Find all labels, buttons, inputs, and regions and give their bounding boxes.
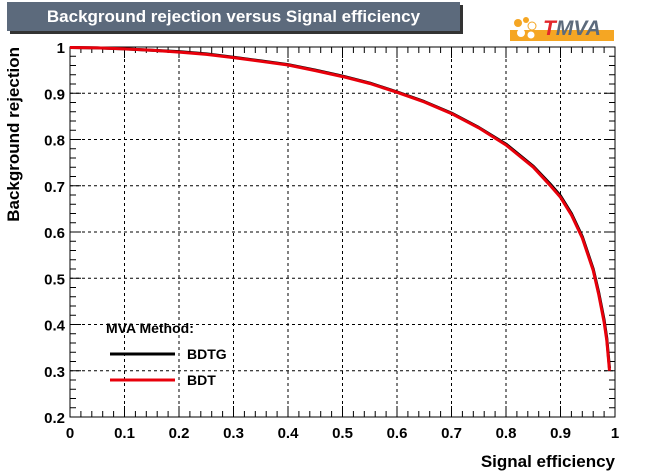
y-tick-label: 0.6	[44, 225, 65, 242]
tmva-logo: TMVA	[510, 13, 614, 41]
x-tick-label: 1	[611, 425, 619, 442]
y-axis-title: Background rejection	[4, 47, 23, 222]
y-tick-label: 0.2	[44, 410, 65, 427]
y-tick-label: 1	[57, 40, 65, 57]
y-tick-label: 0.4	[44, 318, 66, 335]
x-tick-label: 0.4	[278, 425, 300, 442]
x-tick-label: 0.9	[550, 425, 571, 442]
x-tick-labels: 0 0.1 0.2 0.3 0.4 0.5 0.6 0.7 0.8 0.9 1	[66, 425, 619, 442]
title-box: Background rejection versus Signal effic…	[7, 2, 460, 31]
y-tick-labels: 0.2 0.3 0.4 0.5 0.6 0.7 0.8 0.9 1	[44, 40, 66, 427]
series-layer	[69, 46, 611, 371]
y-tick-label: 0.8	[44, 133, 65, 150]
x-tick-label: 0	[66, 425, 74, 442]
grid-layer	[70, 47, 615, 417]
logo-prefix: T	[543, 17, 556, 40]
legend-title: MVA Method:	[106, 320, 194, 336]
logo-text: TMVA	[543, 17, 601, 41]
legend-label-bdtg: BDTG	[187, 346, 227, 362]
y-tick-label: 0.9	[44, 86, 65, 103]
x-tick-label: 0.6	[387, 425, 408, 442]
ticks-layer	[69, 46, 616, 418]
y-tick-label: 0.3	[44, 364, 65, 381]
series-line-bdt	[69, 46, 611, 371]
chart-title: Background rejection versus Signal effic…	[46, 7, 421, 26]
x-tick-label: 0.1	[114, 425, 135, 442]
y-tick-label: 0.7	[44, 179, 65, 196]
logo-suffix: MVA	[555, 17, 601, 40]
legend-label-bdt: BDT	[187, 372, 216, 388]
x-tick-label: 0.8	[496, 425, 517, 442]
logo-bar	[510, 30, 614, 41]
logo-dots-icon	[514, 17, 537, 39]
x-tick-label: 0.3	[223, 425, 244, 442]
x-tick-label: 0.2	[169, 425, 190, 442]
x-axis-title: Signal efficiency	[481, 452, 616, 471]
y-tick-label: 0.5	[44, 271, 65, 288]
x-tick-label: 0.5	[332, 425, 353, 442]
legend: MVA Method: BDTG BDT	[106, 320, 227, 388]
x-tick-label: 0.7	[441, 425, 462, 442]
